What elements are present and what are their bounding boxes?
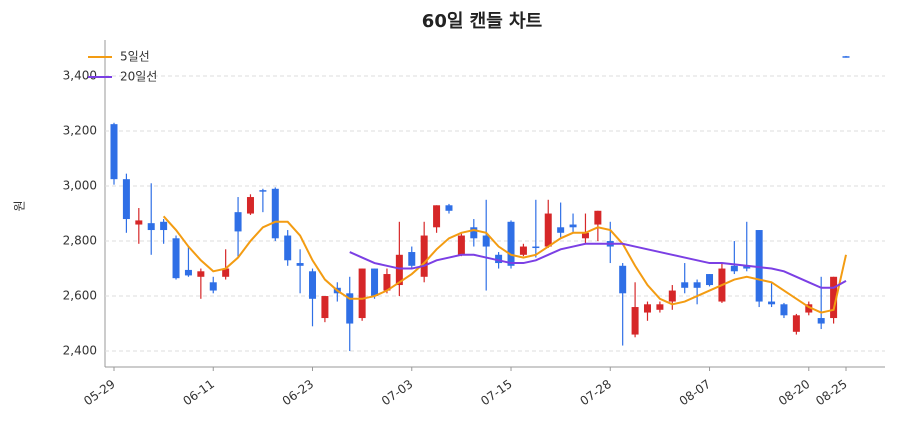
candle-body (830, 276, 838, 319)
candle-body (482, 235, 490, 247)
candle-body (594, 210, 602, 225)
x-tick-label: 08-07 (677, 377, 714, 408)
x-tick-label: 06-11 (180, 377, 217, 408)
candle-body (259, 190, 267, 192)
candle-body (309, 271, 317, 299)
candle-body (643, 304, 651, 313)
candle-body (346, 293, 354, 324)
candle-body (222, 268, 230, 277)
candle-body (184, 269, 192, 276)
candle-body (160, 221, 168, 231)
candle-body (271, 188, 279, 239)
candle-body (519, 246, 527, 255)
candle-body (730, 265, 738, 272)
x-tick-label: 05-29 (81, 377, 118, 408)
candle-body (122, 179, 130, 220)
x-tick-label: 06-23 (280, 377, 317, 408)
candle-body (569, 224, 577, 228)
candle-body (246, 197, 254, 214)
candle-body (706, 274, 714, 286)
candle-body (197, 271, 205, 277)
candle-body (284, 235, 292, 261)
candle-body (631, 307, 639, 335)
candle-body (693, 282, 701, 288)
ma-line (162, 215, 847, 314)
candle-body (470, 227, 478, 239)
candle-body (110, 124, 118, 180)
candle-body (321, 296, 329, 319)
chart-title: 60일 캔들 차트 (422, 11, 542, 32)
y-tick-label: 2,400 (63, 344, 97, 358)
candle-body (619, 265, 627, 294)
candle-body (147, 223, 155, 231)
y-tick-label: 2,800 (63, 234, 97, 248)
y-axis-label: 원 (13, 200, 27, 211)
candle-body (209, 282, 217, 291)
x-tick-label: 08-25 (813, 377, 850, 408)
x-tick-label: 08-20 (776, 377, 813, 408)
candle-body (358, 268, 366, 319)
candle-body (433, 205, 441, 228)
candle-body (743, 265, 751, 269)
x-tick-label: 07-15 (478, 377, 515, 408)
candle-body (755, 230, 763, 302)
candle-body (805, 304, 813, 313)
candle-body (383, 274, 391, 291)
candle-body (532, 246, 540, 249)
ma-line (349, 242, 847, 289)
candle-body (395, 254, 403, 286)
candle-body (234, 212, 242, 232)
candle-body (445, 205, 453, 211)
candle-body (817, 318, 825, 324)
x-tick-label: 07-03 (379, 377, 416, 408)
candle-body (842, 56, 850, 58)
y-tick-label: 2,600 (63, 289, 97, 303)
candle-body (581, 232, 589, 239)
candle-body (780, 304, 788, 316)
candle-body (768, 301, 776, 305)
candle-body (544, 213, 552, 247)
candle-body (656, 304, 664, 310)
y-tick-label: 3,200 (63, 124, 97, 138)
candle-body (296, 263, 304, 266)
candle-body (507, 221, 515, 266)
x-tick-label: 07-28 (577, 377, 614, 408)
candle-body (557, 227, 565, 233)
candle-body (371, 268, 379, 297)
candle-body (408, 252, 416, 266)
y-tick-label: 3,400 (63, 69, 97, 83)
candle-body (495, 254, 503, 264)
candle-body (681, 282, 689, 288)
candle-body (668, 290, 676, 302)
y-tick-label: 3,000 (63, 179, 97, 193)
legend-label: 20일선 (120, 70, 157, 84)
candle-body (792, 315, 800, 332)
legend-label: 5일선 (120, 50, 150, 64)
candle-body (420, 235, 428, 277)
candle-body (135, 220, 143, 225)
candle-body (457, 235, 465, 255)
candle-body (172, 238, 180, 279)
